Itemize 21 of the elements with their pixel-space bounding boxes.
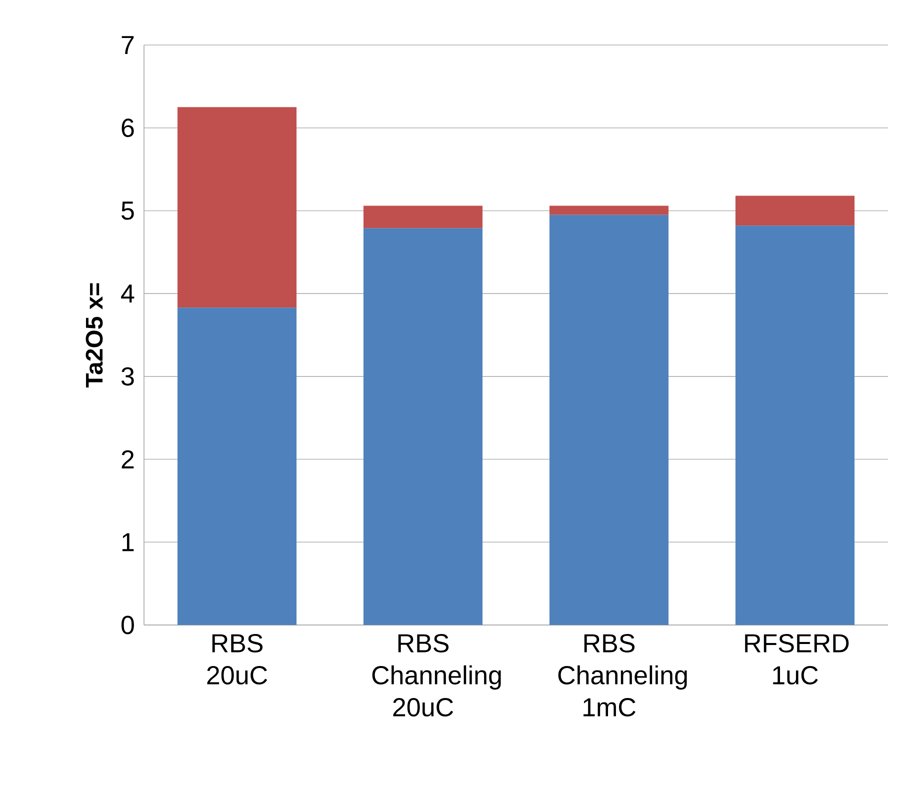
bar [735, 196, 855, 226]
y-tick-label: 1 [122, 533, 134, 552]
bar [549, 206, 669, 215]
bar [363, 228, 483, 625]
x-tick-label: RFSERD 1uC [745, 634, 849, 684]
bar [735, 226, 855, 625]
bar [177, 107, 297, 308]
y-tick-label: 6 [122, 118, 134, 138]
x-tick-label: RBS Channeling 1mC [558, 634, 687, 716]
y-tick-label: 2 [122, 450, 134, 468]
bar [177, 308, 297, 625]
y-axis-title: Ta2O5 x= [86, 283, 103, 388]
y-tick-label: 0 [121, 616, 134, 634]
y-tick-label: 7 [122, 36, 134, 54]
x-tick-label: RBS Channeling 20uC [372, 634, 501, 716]
x-tick-label: RBS 20uC [207, 634, 268, 684]
bar [549, 214, 669, 625]
y-tick-label: 3 [121, 367, 134, 386]
bar [363, 206, 483, 228]
y-tick-label: 5 [122, 202, 134, 220]
y-tick-label: 4 [121, 284, 134, 303]
